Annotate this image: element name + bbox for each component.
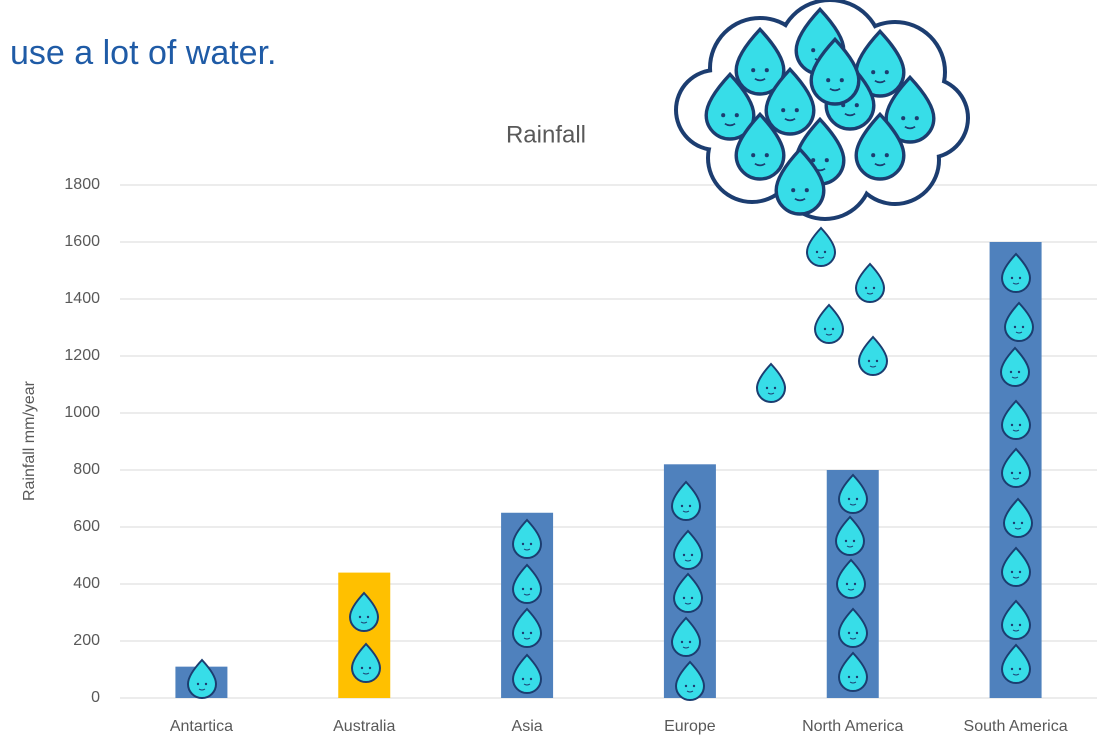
cloud <box>674 0 970 221</box>
x-tick-label: Antartica <box>170 718 233 735</box>
drop-icon <box>806 227 836 267</box>
y-axis-title: Rainfall mm/year <box>21 380 38 501</box>
y-tick-label: 1000 <box>64 404 100 421</box>
x-tick-label: North America <box>802 718 903 735</box>
drop-icon <box>756 363 786 403</box>
drop-icon <box>814 304 844 344</box>
chart-title: Rainfall <box>506 121 586 148</box>
y-tick-label: 1200 <box>64 347 100 364</box>
drop-icon <box>187 659 217 699</box>
y-tick-label: 800 <box>73 461 100 478</box>
plot-area: 0 200 400 600 800 1000 1200 1400 1600 1800 Antarti… <box>64 176 1097 735</box>
x-tick-label: Asia <box>512 718 543 735</box>
y-tick-label: 1400 <box>64 290 100 307</box>
y-tick-label: 0 <box>91 689 100 706</box>
y-tick-label: 1600 <box>64 233 100 250</box>
x-tick-label: Europe <box>664 718 716 735</box>
heading: use a lot of water. <box>10 34 277 72</box>
y-tick-label: 400 <box>73 575 100 592</box>
drop-icon <box>858 336 888 376</box>
drop-icon <box>855 263 885 303</box>
y-tick-label: 1800 <box>64 176 100 193</box>
y-tick-label: 200 <box>73 632 100 649</box>
x-tick-label: South America <box>964 718 1068 735</box>
y-tick-label: 600 <box>73 518 100 535</box>
x-tick-label: Australia <box>333 718 395 735</box>
